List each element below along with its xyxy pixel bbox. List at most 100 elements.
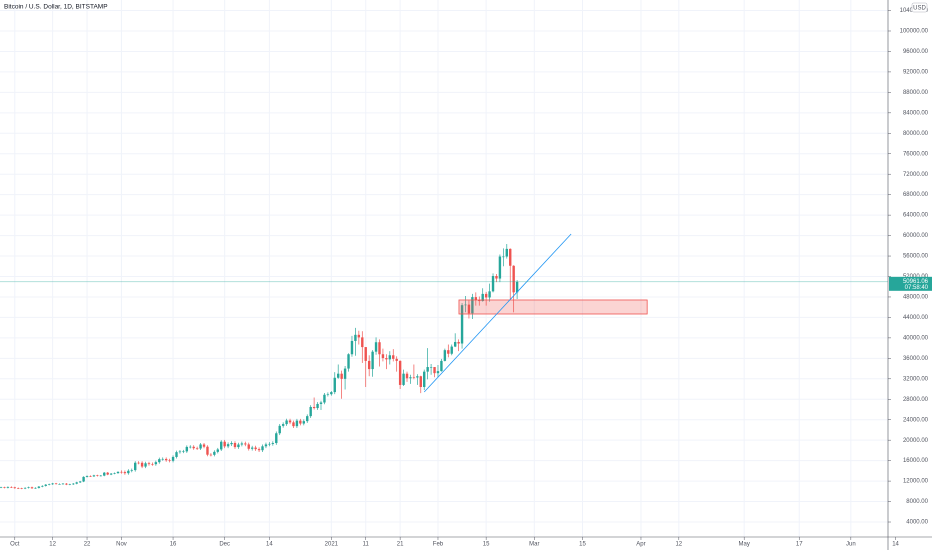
candle-body	[264, 444, 268, 447]
candle-body	[17, 488, 20, 489]
candle-body	[41, 485, 44, 487]
plot	[0, 233, 888, 490]
candle-body	[326, 394, 330, 395]
candle-body	[423, 371, 426, 387]
x-tick-label: Jun	[846, 542, 856, 548]
candle-body	[436, 371, 440, 374]
candle-body	[44, 484, 47, 486]
candle-body	[250, 447, 254, 449]
candle-body	[0, 487, 3, 488]
currency-badge[interactable]	[911, 2, 928, 13]
y-tick-label: 96000.00	[903, 49, 929, 55]
last-price-badge	[889, 276, 932, 291]
candle-body	[72, 483, 75, 485]
candle-body	[330, 392, 333, 395]
candle-body	[464, 304, 467, 306]
candle-body	[37, 486, 41, 488]
candle-body	[51, 483, 54, 485]
candle-body	[319, 402, 323, 404]
candle-body	[337, 373, 340, 378]
y-tick-label: 20000.00	[903, 438, 929, 444]
candle-body	[268, 443, 271, 445]
y-tick-label: 48000.00	[903, 295, 929, 301]
zone	[458, 299, 648, 315]
candle-body	[82, 476, 85, 482]
candle-body	[164, 458, 168, 461]
candle-body	[158, 459, 161, 463]
y-tick-label: 8000.00	[906, 499, 928, 505]
candle-body	[10, 486, 13, 488]
y-tick-label: 16000.00	[903, 458, 929, 464]
candle-body	[409, 377, 412, 379]
countdown: 07:58:40	[905, 285, 929, 291]
candle-body	[354, 334, 357, 341]
candle-body	[137, 462, 140, 464]
candle-body	[271, 443, 275, 444]
y-tick-label: 76000.00	[903, 151, 929, 157]
candle-body	[178, 451, 182, 453]
candle-body	[47, 484, 51, 485]
candle-body	[323, 394, 326, 403]
x-tick-label: 17	[796, 542, 803, 548]
candle-body	[89, 476, 92, 477]
candle-body	[195, 448, 199, 449]
candle-body	[495, 275, 498, 279]
candle-body	[261, 446, 264, 451]
x-tick-label: Oct	[10, 542, 20, 548]
y-tick-label: 72000.00	[903, 172, 929, 178]
candle-body	[512, 265, 515, 293]
candle-body	[416, 376, 419, 378]
x-tick-label: 12	[49, 542, 56, 548]
candle-body	[515, 281, 519, 293]
candle-body	[388, 355, 392, 360]
candle-body	[378, 342, 381, 355]
candle-body	[429, 367, 433, 368]
currency: USD	[913, 5, 926, 11]
y-tick-label: 80000.00	[903, 131, 929, 137]
candle-body	[343, 368, 347, 379]
candle-body	[347, 354, 350, 369]
candle-body	[478, 300, 481, 302]
y-tick-label: 60000.00	[903, 233, 929, 239]
candle-body	[185, 446, 189, 452]
x-tick-label: 12	[675, 542, 682, 548]
time-axis	[0, 537, 932, 550]
y-tick-label: 64000.00	[903, 213, 929, 219]
candle-body	[398, 360, 402, 385]
candle-body	[340, 373, 343, 379]
x-tick-label: 14	[266, 542, 273, 548]
candle-body	[333, 377, 336, 393]
x-tick-label: 15	[483, 542, 490, 548]
candle-body	[175, 452, 178, 457]
y-tick-label: 32000.00	[903, 376, 929, 382]
candle-body	[278, 425, 281, 434]
candle-body	[103, 472, 106, 476]
candle-body	[199, 444, 202, 449]
candle-body	[412, 377, 416, 378]
candle-body	[350, 340, 354, 355]
candle-body	[498, 256, 502, 279]
trend-line	[423, 233, 572, 393]
x-tick-label: 22	[84, 542, 91, 548]
candle-body	[316, 403, 319, 409]
candle-body	[292, 422, 295, 427]
candle-body	[447, 350, 450, 354]
candle-body	[299, 420, 302, 424]
candle-body	[237, 444, 240, 448]
candle-body	[371, 351, 374, 370]
candle-body	[275, 433, 278, 444]
y-tick-label: 28000.00	[903, 397, 929, 403]
price-axis	[888, 0, 932, 550]
y-tick-label: 88000.00	[903, 90, 929, 96]
candle-body	[213, 451, 216, 455]
candle-body	[116, 471, 120, 474]
candle-body	[3, 487, 6, 488]
candle-body	[302, 421, 305, 424]
x-tick-label: 11	[363, 542, 370, 548]
x-tick-label: Nov	[116, 542, 127, 548]
candle-body	[285, 420, 288, 425]
candle-body	[295, 420, 299, 427]
candle-body	[58, 484, 61, 485]
candle-body	[443, 350, 447, 361]
